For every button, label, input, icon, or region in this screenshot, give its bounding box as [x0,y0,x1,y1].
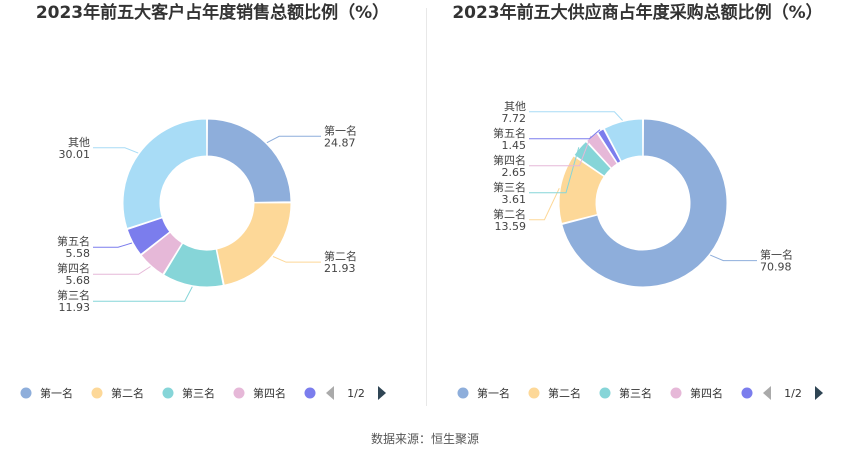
slice-value-label: 1.45 [502,139,527,152]
legend-page-indicator: 1/2 [347,387,365,400]
legend-page-indicator: 1/2 [784,387,802,400]
chart-title: 2023年前五大供应商占年度采购总额比例（%） [452,3,823,23]
leader-line [529,188,560,221]
slice-category-label: 第四名 [57,261,90,275]
slice-value-label: 21.93 [324,262,356,275]
slice-category-label: 第五名 [57,234,90,248]
legend-item-label[interactable]: 第三名 [619,386,652,400]
leader-line [93,242,133,248]
leader-line [266,135,321,144]
donut-slice[interactable] [126,217,171,256]
donut-slice[interactable] [558,155,605,225]
panel-divider [426,8,427,406]
legend-marker[interactable] [599,387,611,399]
slice-value-label: 11.93 [59,301,91,314]
slice-value-label: 3.61 [502,193,527,206]
slice-value-label: 5.68 [66,274,91,287]
leader-line [710,254,757,262]
leader-line [93,266,151,275]
legend-marker[interactable] [741,387,753,399]
legend-prev-page-icon[interactable] [763,386,771,400]
slice-category-label: 第三名 [493,180,526,194]
legend-prev-page-icon[interactable] [326,386,334,400]
leader-line [93,147,139,154]
legend-marker[interactable] [162,387,174,399]
slice-category-label: 其他 [68,136,90,149]
leader-line [529,129,601,140]
customer-chart-panel: 2023年前五大客户占年度销售总额比例（%） 第一名 24.87 第二名 21.93 第… [0,0,425,410]
donut-slice[interactable] [122,118,208,230]
slice-value-label: 7.72 [502,112,527,125]
slice-value-label: 13.59 [495,220,527,233]
legend-item-label[interactable]: 第三名 [182,386,215,400]
slice-category-label: 第五名 [493,126,526,140]
legend-marker[interactable] [528,387,540,399]
legend-marker[interactable] [20,387,32,399]
leader-line [272,256,321,263]
slice-value-label: 2.65 [502,166,527,179]
legend-item-label[interactable]: 第二名 [548,386,581,400]
donut-slice[interactable] [140,231,183,276]
leader-line [529,135,592,167]
slice-category-label: 第一名 [760,248,793,262]
legend-item-label[interactable]: 第一名 [477,386,510,400]
slice-value-label: 30.01 [59,148,91,161]
customer-donut-chart: 第一名24.87第二名21.93第三名11.93第四名5.68第五名5.58其他… [20,118,386,400]
slice-category-label: 其他 [504,100,526,113]
chart-title: 2023年前五大客户占年度销售总额比例（%） [35,3,390,23]
slice-category-label: 第二名 [493,207,526,221]
slice-category-label: 第四名 [493,153,526,167]
leader-line [529,147,580,194]
slice-value-label: 24.87 [324,136,356,149]
supplier-donut-chart: 第一名70.98第二名13.59第三名3.61第四名2.65第五名1.45其他7… [457,100,823,400]
donut-slice[interactable] [561,118,728,288]
legend-marker[interactable] [91,387,103,399]
legend-next-page-icon[interactable] [815,386,823,400]
slice-value-label: 5.58 [66,247,91,260]
legend-item-label[interactable]: 第一名 [40,386,73,400]
legend-marker[interactable] [670,387,682,399]
legend-next-page-icon[interactable] [378,386,386,400]
leader-line [93,286,193,302]
legend-item-label[interactable]: 第四名 [690,386,723,400]
slice-category-label: 第二名 [324,249,357,263]
legend-marker[interactable] [233,387,245,399]
donut-slice[interactable] [596,128,622,165]
legend-item-label[interactable]: 第四名 [253,386,286,400]
supplier-chart-panel: 2023年前五大供应商占年度采购总额比例（%） 第一名 70.98 第二名 13.59… [425,0,850,410]
donut-slice[interactable] [206,118,292,203]
donut-slice[interactable] [603,118,644,162]
data-source-note: 数据来源：恒生聚源 [370,432,479,446]
legend-marker[interactable] [304,387,316,399]
donut-slice[interactable] [162,242,224,288]
slice-category-label: 第三名 [57,288,90,302]
legend-item-label[interactable]: 第二名 [111,386,144,400]
leader-line [529,111,623,121]
legend-marker[interactable] [457,387,469,399]
slice-value-label: 70.98 [760,261,792,274]
donut-slice[interactable] [216,202,292,286]
slice-category-label: 第一名 [324,123,357,137]
